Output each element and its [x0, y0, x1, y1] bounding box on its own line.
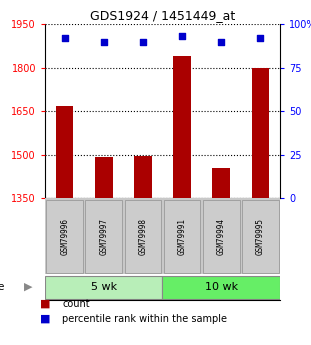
Bar	[252, 68, 269, 198]
Point	[219, 39, 224, 44]
Point	[141, 39, 146, 44]
Text: 10 wk: 10 wk	[205, 282, 238, 292]
Point	[179, 33, 184, 39]
Text: ■: ■	[40, 299, 51, 308]
Bar	[212, 168, 230, 198]
Text: GSM79995: GSM79995	[256, 218, 265, 255]
Bar	[164, 200, 201, 273]
Text: GSM79996: GSM79996	[60, 218, 69, 255]
Bar	[162, 276, 280, 299]
Bar	[134, 156, 152, 198]
Text: ▶: ▶	[24, 282, 33, 292]
Text: GSM79994: GSM79994	[217, 218, 226, 255]
Bar	[242, 200, 279, 273]
Bar	[173, 56, 191, 198]
Bar	[124, 200, 161, 273]
Bar	[203, 200, 239, 273]
Point	[62, 35, 67, 41]
Title: GDS1924 / 1451449_at: GDS1924 / 1451449_at	[90, 9, 235, 22]
Bar	[45, 276, 162, 299]
Text: 5 wk: 5 wk	[91, 282, 117, 292]
Point	[258, 35, 263, 41]
Text: ■: ■	[40, 314, 51, 324]
Text: GSM79997: GSM79997	[99, 218, 108, 255]
Text: age: age	[0, 282, 5, 292]
Bar	[86, 200, 122, 273]
Bar	[95, 157, 113, 198]
Text: count: count	[62, 299, 90, 308]
Point	[101, 39, 106, 44]
Text: GSM79991: GSM79991	[178, 218, 187, 255]
Bar	[56, 106, 73, 198]
Text: GSM79998: GSM79998	[138, 218, 147, 255]
Bar	[46, 200, 83, 273]
Text: percentile rank within the sample: percentile rank within the sample	[62, 314, 227, 324]
